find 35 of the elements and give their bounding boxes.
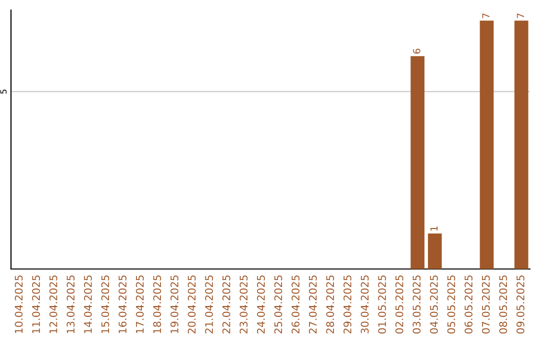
x-tick-label: 23.04.2025 <box>240 275 248 334</box>
x-tick-label: 05.05.2025 <box>447 275 456 334</box>
x-tick-label: 19.04.2025 <box>170 275 178 334</box>
x-tick-label: 21.04.2025 <box>205 275 213 334</box>
x-tick-label: 25.04.2025 <box>274 275 282 334</box>
data-label: 7 <box>516 14 524 18</box>
x-tick-label: 07.05.2025 <box>482 275 490 334</box>
x-tick-label: 10.04.2025 <box>14 275 23 334</box>
x-tick-label: 04.05.2025 <box>430 275 438 334</box>
y-tick-label: 5 <box>0 90 7 94</box>
x-tick-label: 18.04.2025 <box>153 275 162 334</box>
x-tick-label: 20.04.2025 <box>188 275 196 334</box>
x-tick-label: 15.04.2025 <box>101 275 110 334</box>
data-label: 7 <box>482 14 490 18</box>
x-tick-label: 06.05.2025 <box>464 275 472 334</box>
x-tick-label: 24.04.2025 <box>256 275 265 334</box>
x-tick-label: 03.05.2025 <box>412 275 421 334</box>
x-tick-label: 12.04.2025 <box>49 275 58 334</box>
x-tick-label: 30.04.2025 <box>360 275 369 334</box>
x-tick-label: 01.05.2025 <box>378 275 386 334</box>
x-tick-label: 11.04.2025 <box>32 275 40 334</box>
x-tick-label: 14.04.2025 <box>84 275 92 334</box>
data-label: 1 <box>430 226 438 231</box>
x-tick-label: 08.05.2025 <box>499 275 508 334</box>
x-tick-label: 26.04.2025 <box>292 275 300 334</box>
x-tick-label: 29.04.2025 <box>343 275 352 334</box>
x-tick-label: 09.05.2025 <box>516 275 524 334</box>
data-label: 6 <box>413 48 420 54</box>
x-tick-label: 22.04.2025 <box>222 275 230 334</box>
x-tick-label: 27.04.2025 <box>308 275 317 334</box>
x-tick-label: 17.04.2025 <box>136 275 144 334</box>
x-tick-label: 13.04.2025 <box>66 275 75 334</box>
x-tick-label: 28.04.2025 <box>326 275 334 334</box>
x-tick-label: 16.04.2025 <box>118 275 126 334</box>
x-tick-label: 02.05.2025 <box>395 275 404 334</box>
